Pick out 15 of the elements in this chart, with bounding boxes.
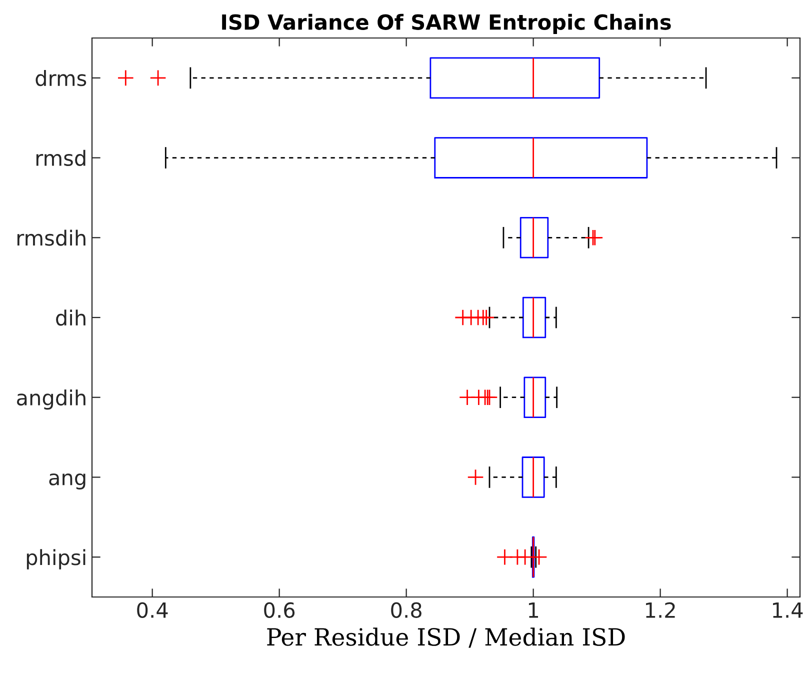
y-tick-label: angdih	[16, 389, 86, 410]
x-axis-title: Per Residue ISD / Median ISD	[267, 628, 625, 648]
y-tick-label: phipsi	[26, 549, 86, 570]
x-tick-label: 1.2	[646, 602, 675, 618]
y-tick-label: rmsd	[36, 150, 86, 166]
x-tick-label: 0.8	[391, 602, 422, 618]
x-tick-label: 1.4	[773, 602, 803, 618]
x-tick-label: 0.4	[137, 602, 168, 618]
x-tick-label: 1	[528, 602, 538, 618]
y-tick-label: drms	[36, 70, 86, 86]
y-tick-label: rmsdih	[17, 230, 86, 246]
chart-title: ISD Variance Of SARW Entropic Chains	[222, 14, 671, 34]
x-tick-label: 0.6	[264, 602, 295, 618]
y-tick-label: ang	[49, 473, 86, 490]
y-tick-label: dih	[56, 310, 86, 326]
